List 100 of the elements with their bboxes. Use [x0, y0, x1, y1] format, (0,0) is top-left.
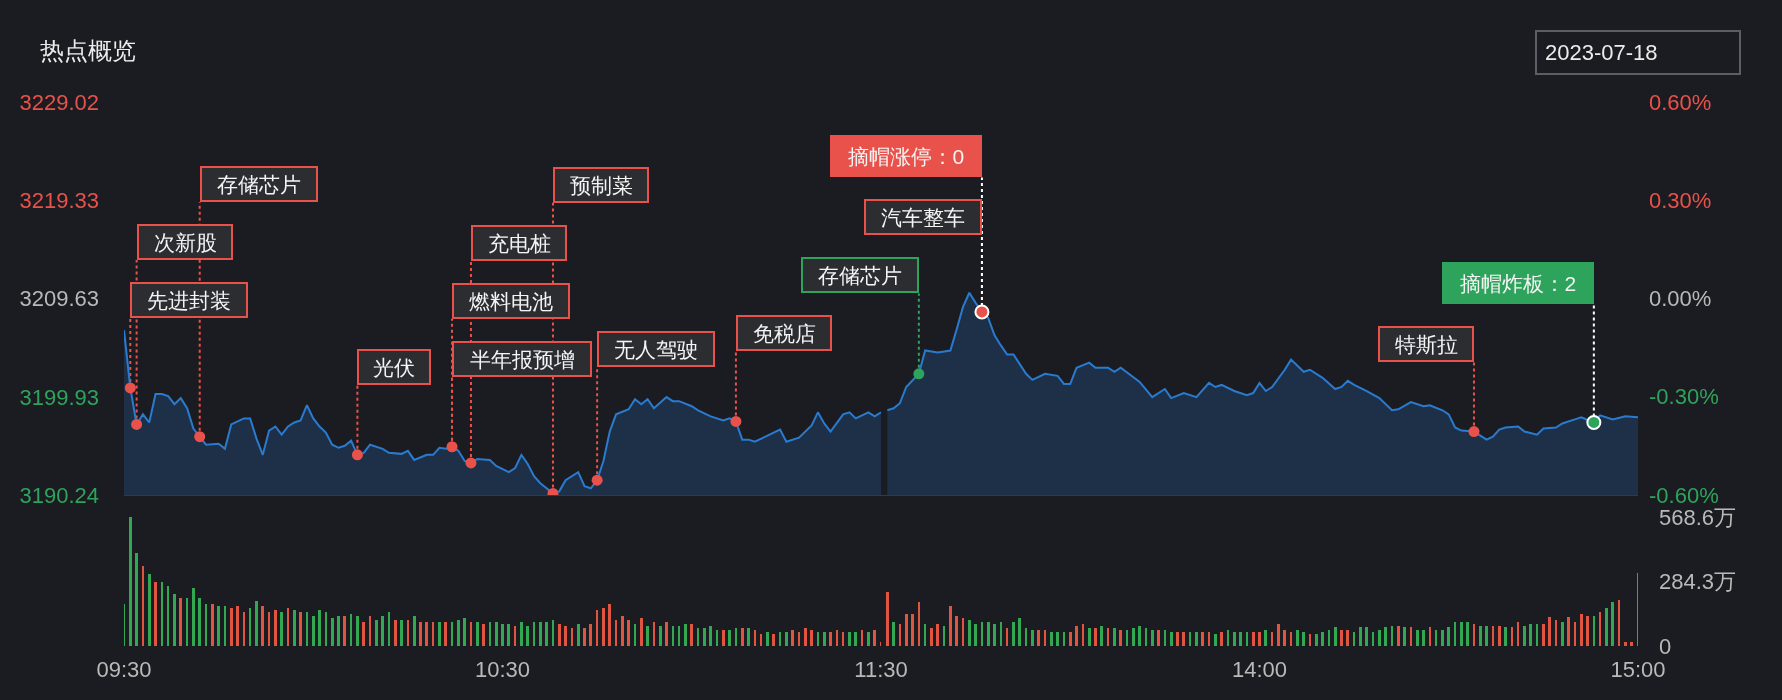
- bar: [249, 608, 251, 646]
- bar: [690, 624, 693, 646]
- bar: [602, 608, 605, 646]
- bar: [1182, 632, 1185, 646]
- bar: [470, 622, 472, 646]
- point: [446, 441, 458, 453]
- annotation: 摘帽涨停：0: [847, 144, 965, 168]
- bar: [1075, 626, 1078, 646]
- annotation: 预制菜: [569, 173, 633, 197]
- bar: [615, 620, 617, 646]
- bar: [1025, 628, 1027, 646]
- bar: [836, 630, 838, 646]
- bar: [1315, 634, 1318, 646]
- bar: [413, 616, 416, 646]
- bar: [1536, 624, 1538, 646]
- bar: [476, 622, 479, 646]
- chart-title: 热点概览: [40, 37, 136, 65]
- bar: [583, 628, 586, 646]
- bar: [672, 626, 674, 646]
- bar: [1233, 632, 1236, 646]
- bar: [192, 588, 195, 646]
- bar: [1258, 632, 1261, 646]
- bar: [1447, 627, 1450, 646]
- point: [1468, 426, 1480, 438]
- bar: [949, 606, 952, 646]
- bar: [148, 574, 151, 646]
- bar: [1018, 618, 1021, 646]
- bar: [1605, 608, 1608, 646]
- point: [730, 415, 742, 427]
- bar: [375, 620, 378, 646]
- bar: [457, 620, 460, 646]
- bar: [659, 626, 662, 646]
- bar: [653, 622, 655, 646]
- bar: [1302, 632, 1305, 646]
- bar: [293, 610, 296, 646]
- bar: [1126, 630, 1128, 646]
- bar: [142, 566, 144, 646]
- bar: [463, 618, 466, 646]
- bar: [501, 624, 504, 646]
- annotation: 存储芯片: [217, 172, 301, 196]
- bar: [1328, 630, 1330, 646]
- bar: [785, 632, 788, 646]
- bar: [760, 634, 762, 646]
- bar: [1346, 630, 1349, 646]
- bar: [407, 620, 409, 646]
- y-tick-label: 3190.24: [19, 482, 99, 508]
- bar: [1435, 630, 1437, 646]
- bar: [1088, 628, 1091, 646]
- annotation: 半年报预增: [469, 347, 575, 371]
- point: [465, 457, 477, 469]
- bar: [1082, 624, 1084, 646]
- bar: [331, 618, 334, 646]
- bar: [1485, 626, 1488, 646]
- x-tick-label: 11:30: [854, 657, 908, 682]
- bar: [1201, 632, 1204, 646]
- bar: [1618, 600, 1620, 646]
- bar: [1157, 630, 1160, 646]
- point: [194, 431, 206, 443]
- bar: [892, 622, 895, 646]
- bar: [545, 622, 548, 646]
- bar: [381, 616, 384, 646]
- bar: [1044, 630, 1046, 646]
- bar: [962, 618, 964, 646]
- bar: [665, 622, 668, 646]
- bar: [287, 608, 289, 646]
- bar: [899, 624, 901, 646]
- bar: [1523, 626, 1526, 646]
- bar: [388, 612, 390, 646]
- annotation: 特斯拉: [1394, 332, 1458, 356]
- y-tick-label: 3219.33: [19, 187, 99, 213]
- bar: [419, 622, 422, 646]
- bar: [1378, 630, 1381, 646]
- bar: [1031, 630, 1034, 646]
- bar: [438, 622, 441, 646]
- point: [591, 474, 603, 486]
- bar: [1271, 632, 1273, 646]
- bar: [918, 602, 920, 646]
- x-tick-label: 10:30: [474, 657, 531, 682]
- bar: [1056, 632, 1059, 646]
- bar: [1208, 632, 1210, 646]
- bar: [255, 601, 258, 646]
- annotation: 燃料电池: [469, 289, 553, 313]
- bar: [186, 598, 188, 646]
- bar: [1529, 624, 1532, 646]
- bar: [243, 612, 245, 646]
- bar: [129, 517, 132, 646]
- bar: [205, 604, 207, 646]
- bar: [1334, 627, 1337, 646]
- bar: [1176, 632, 1179, 646]
- bar: [1132, 628, 1135, 646]
- bar: [848, 632, 851, 646]
- bar: [1189, 632, 1191, 646]
- bar: [1403, 627, 1406, 646]
- bar: [697, 628, 699, 646]
- y2-tick-label: 0.00%: [1649, 286, 1712, 312]
- bar: [1498, 626, 1501, 646]
- bar: [735, 628, 737, 646]
- bar: [1441, 630, 1444, 646]
- bar: [211, 604, 214, 646]
- bar: [1006, 628, 1008, 646]
